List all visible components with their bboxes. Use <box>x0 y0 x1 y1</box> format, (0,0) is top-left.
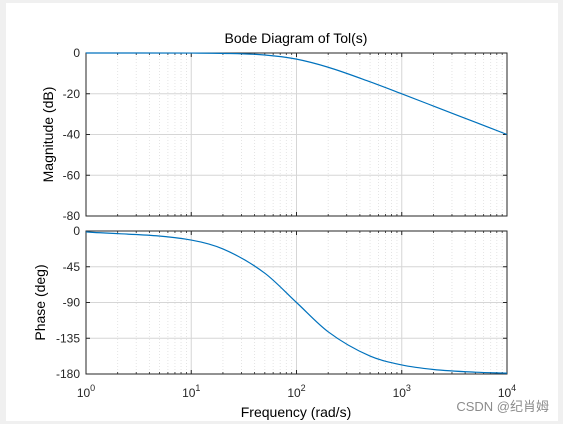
x-tick-exponent: 0 <box>90 383 95 393</box>
y-tick-label: -180 <box>56 367 80 381</box>
x-tick-exponent: 3 <box>406 383 411 393</box>
x-tick-label: 104 <box>498 383 516 400</box>
x-tick-base: 10 <box>498 386 512 400</box>
x-tick-exponent: 1 <box>195 383 200 393</box>
x-tick-label: 100 <box>77 383 95 400</box>
y-tick-label: -45 <box>63 260 81 274</box>
x-tick-label: 103 <box>393 383 411 400</box>
axes-box <box>85 230 508 375</box>
y-tick-label: -40 <box>63 128 81 142</box>
x-tick-base: 10 <box>77 386 91 400</box>
series-line <box>85 52 508 136</box>
chart-title: Bode Diagram of Tol(s) <box>225 30 368 46</box>
y-tick-label: -60 <box>63 168 81 182</box>
x-tick-base: 10 <box>287 386 301 400</box>
y-tick-label: -20 <box>63 87 81 101</box>
x-tick-label: 102 <box>287 383 305 400</box>
y-tick-label: -90 <box>63 296 81 310</box>
x-tick-labels: 100 101 102 103 104 <box>77 383 516 400</box>
x-axis-label: Frequency (rad/s) <box>241 404 351 420</box>
y-tick-label: -80 <box>63 209 81 223</box>
watermark: CSDN @纪肖姆 <box>456 399 549 414</box>
bode-panel-magnitude: 0 -20 -40 -60 -80 Magnitude (dB) <box>40 46 508 223</box>
x-tick-base: 10 <box>393 386 407 400</box>
x-tick-label: 101 <box>182 383 200 400</box>
x-tick-exponent: 4 <box>511 383 516 393</box>
x-tick-base: 10 <box>182 386 196 400</box>
y-tick-label: 0 <box>73 224 80 238</box>
x-tick-exponent: 2 <box>301 383 306 393</box>
y-tick-label: -135 <box>56 331 80 345</box>
y-axis-label: Phase (deg) <box>32 264 48 340</box>
bode-panel-phase: 0 -45 -90 -135 -180 Phase (deg) <box>32 224 508 381</box>
y-axis-label: Magnitude (dB) <box>40 87 56 183</box>
series-line <box>85 231 508 374</box>
y-tick-label: 0 <box>73 46 80 60</box>
plot-area: 0 -20 -40 -60 -80 Magnitude (dB) 0 -45 -90 -135 -1… <box>32 46 516 400</box>
